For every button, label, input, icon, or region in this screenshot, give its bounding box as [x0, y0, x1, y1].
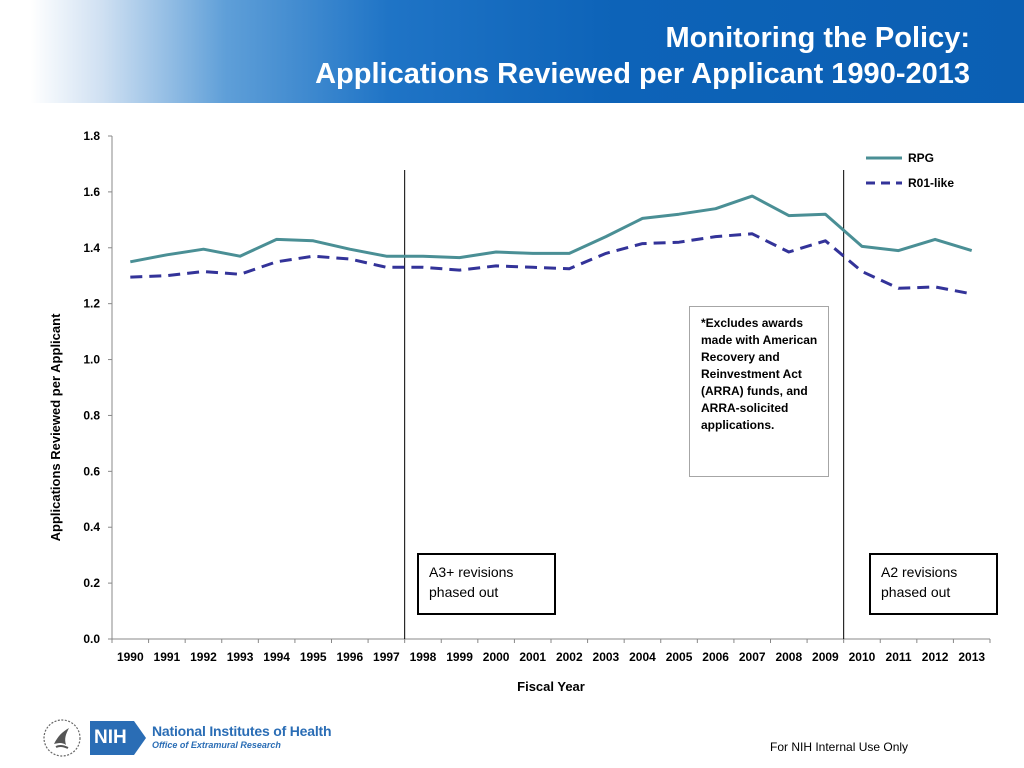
- page-title: Monitoring the Policy: Applications Revi…: [315, 20, 970, 92]
- x-tick-label: 2006: [702, 650, 729, 664]
- x-tick-label: 2011: [886, 650, 912, 664]
- y-tick-label: 0.6: [83, 464, 100, 478]
- x-tick-label: 2005: [666, 650, 693, 664]
- x-tick-label: 2010: [849, 650, 876, 664]
- x-tick-label: 1991: [154, 650, 181, 664]
- x-tick-label: 1997: [373, 650, 400, 664]
- x-tick-label: 2012: [922, 650, 949, 664]
- y-tick-label: 0.8: [83, 408, 100, 422]
- x-tick-label: 1999: [446, 650, 473, 664]
- axes: 0.0 0.2 0.4 0.6 0.8 1.0 1.2 1.4 1.6 1.8 1990 1991 19…: [48, 129, 991, 694]
- y-tick-label: 0.2: [83, 576, 100, 590]
- x-tick-label: 2008: [775, 650, 802, 664]
- y-tick-label: 1.2: [83, 297, 100, 311]
- nih-badge: NIH: [90, 721, 146, 755]
- y-tick-label: 1.8: [83, 129, 100, 143]
- nih-office: Office of Extramural Research: [152, 740, 281, 750]
- title-line-2: Applications Reviewed per Applicant 1990…: [315, 58, 970, 90]
- series-line-r01-like: [130, 232, 972, 296]
- y-axis-title: Applications Reviewed per Applicant: [48, 313, 63, 541]
- event-label-a3-revisions: A3+ revisions phased out: [417, 553, 556, 615]
- y-tick-label: 1.6: [83, 185, 100, 199]
- x-tick-label: 1990: [117, 650, 144, 664]
- x-tick-label: 1994: [263, 650, 290, 664]
- x-tick-label: 1998: [410, 650, 437, 664]
- event-lines: [404, 170, 845, 639]
- y-tick-label: 0.0: [83, 632, 100, 646]
- legend: RPG R01-like: [866, 151, 954, 190]
- y-tick-label: 1.4: [83, 241, 100, 255]
- x-tick-label: 2007: [739, 650, 766, 664]
- y-tick-label: 0.4: [83, 520, 100, 534]
- event-label-a2-revisions: A2 revisions phased out: [869, 553, 998, 615]
- x-tick-label: 2004: [629, 650, 656, 664]
- legend-label: R01-like: [908, 176, 954, 190]
- x-tick-label: 1995: [300, 650, 327, 664]
- nih-name: National Institutes of Health: [152, 723, 332, 739]
- title-line-1: Monitoring the Policy:: [665, 22, 971, 54]
- hhs-eagle-icon: [43, 719, 81, 757]
- x-tick-label: 2009: [812, 650, 839, 664]
- x-tick-label: 2000: [483, 650, 510, 664]
- x-axis-title: Fiscal Year: [517, 679, 585, 694]
- arra-note: *Excludes awards made with American Reco…: [689, 306, 829, 477]
- series-lines: [130, 194, 973, 296]
- x-tick-label: 2002: [556, 650, 583, 664]
- series-line-rpg: [130, 194, 973, 264]
- x-tick-label: 1992: [190, 650, 217, 664]
- x-tick-label: 2013: [958, 650, 985, 664]
- x-tick-label: 1993: [227, 650, 254, 664]
- internal-use-notice: For NIH Internal Use Only: [770, 740, 909, 754]
- title-banner: Monitoring the Policy: Applications Revi…: [0, 0, 1024, 103]
- x-tick-label: 1996: [336, 650, 363, 664]
- x-tick-label: 2003: [593, 650, 620, 664]
- y-tick-label: 1.0: [83, 353, 100, 367]
- legend-label: RPG: [908, 151, 934, 165]
- x-tick-label: 2001: [519, 650, 546, 664]
